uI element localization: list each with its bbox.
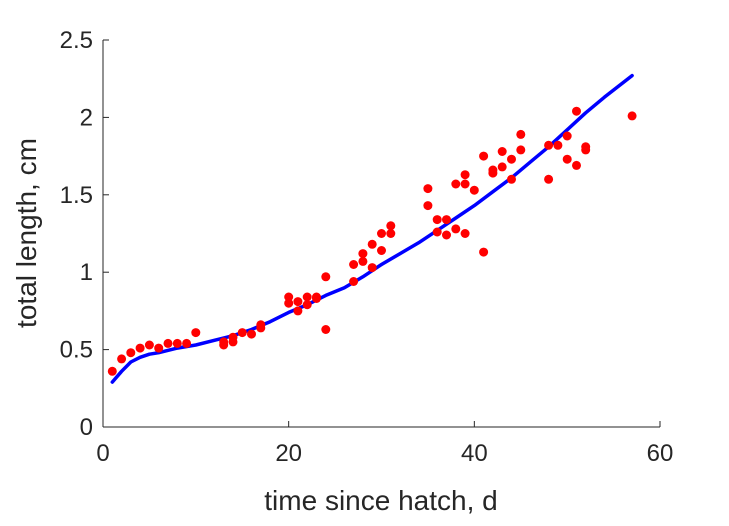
data-point	[302, 292, 312, 302]
x-tick-label: 40	[461, 440, 488, 467]
x-axis-label: time since hatch, d	[264, 485, 497, 516]
data-point	[228, 332, 238, 342]
data-point	[256, 320, 266, 330]
data-point	[302, 300, 312, 310]
data-point	[358, 256, 368, 266]
data-point	[367, 263, 377, 273]
data-point	[386, 221, 396, 231]
data-point	[469, 185, 479, 195]
data-point	[553, 140, 563, 150]
data-point	[516, 129, 526, 139]
x-tick-label: 20	[275, 440, 302, 467]
data-points-layer	[107, 106, 637, 376]
data-point	[284, 298, 294, 308]
data-point	[581, 142, 591, 152]
x-tick-label: 60	[647, 440, 674, 467]
data-point	[377, 229, 386, 238]
data-point	[572, 160, 581, 170]
y-tick-label: 2	[80, 104, 93, 131]
data-point	[377, 246, 386, 255]
data-point	[293, 306, 303, 316]
data-point	[432, 227, 442, 237]
data-point	[154, 343, 164, 353]
data-point	[312, 292, 321, 302]
data-point	[321, 272, 331, 282]
data-point	[544, 140, 554, 150]
data-point	[451, 224, 461, 234]
data-point	[488, 165, 498, 175]
data-point	[107, 366, 117, 376]
data-point	[358, 249, 368, 259]
axes	[102, 40, 660, 428]
data-point	[117, 354, 127, 364]
data-point	[144, 340, 154, 350]
data-point	[349, 277, 359, 286]
data-point	[497, 162, 507, 172]
data-point	[237, 328, 247, 338]
data-point	[191, 328, 201, 338]
data-point	[293, 297, 303, 307]
data-point	[479, 151, 489, 161]
data-point	[460, 229, 470, 238]
data-point	[516, 145, 526, 155]
y-tick-label: 1.5	[60, 182, 93, 209]
data-point	[423, 184, 433, 194]
data-point	[497, 147, 507, 156]
data-point	[627, 111, 637, 121]
fit-curve	[110, 73, 634, 384]
data-point	[284, 292, 294, 302]
y-axis-label: total length, cm	[11, 138, 42, 328]
x-tick-label: 0	[96, 440, 109, 467]
data-point	[544, 174, 554, 184]
data-point	[572, 106, 581, 116]
data-point	[451, 179, 461, 189]
data-point	[172, 338, 182, 348]
data-point	[247, 329, 256, 339]
y-tick-label: 1	[80, 259, 93, 286]
data-point	[460, 170, 470, 180]
data-point	[507, 174, 516, 184]
data-point	[423, 201, 433, 211]
data-point	[349, 260, 359, 269]
y-tick-label: 2.5	[60, 27, 93, 54]
data-point	[367, 239, 377, 249]
data-point	[479, 247, 489, 257]
y-tick-label: 0.5	[60, 337, 93, 364]
data-point	[442, 215, 451, 225]
data-point	[432, 215, 442, 225]
data-point	[507, 154, 516, 164]
data-point	[163, 338, 173, 348]
data-point	[442, 230, 451, 240]
data-point	[135, 343, 145, 353]
data-point	[219, 337, 229, 347]
fit-curve-layer	[110, 73, 634, 384]
data-point	[562, 131, 572, 141]
y-tick-label: 0	[80, 414, 93, 441]
data-point	[562, 154, 572, 164]
data-point	[321, 325, 331, 334]
data-point	[182, 338, 192, 348]
data-point	[460, 179, 470, 189]
data-point	[126, 348, 136, 358]
data-point	[386, 229, 396, 238]
ticks: 0 20 40 60 0 0.5 1 1.5 2 2.5	[60, 27, 674, 467]
